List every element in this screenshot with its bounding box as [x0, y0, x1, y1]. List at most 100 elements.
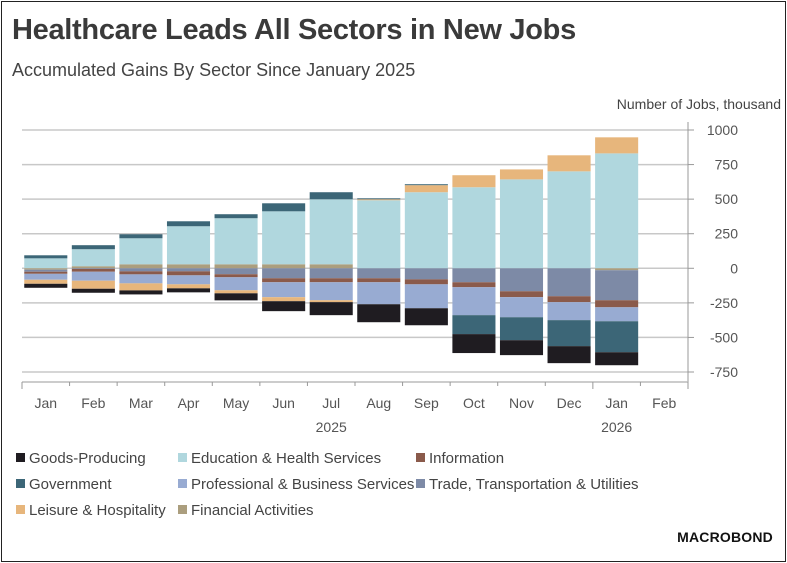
bar-segment — [214, 293, 258, 301]
legend-label: Information — [429, 450, 505, 467]
bar-segment — [404, 284, 448, 309]
bar-segment — [595, 321, 639, 353]
bars — [24, 137, 639, 366]
bar-segment — [166, 284, 211, 289]
bar-segment — [595, 300, 639, 308]
x-tick-label: Oct — [463, 395, 485, 411]
legend-item: Information — [416, 450, 504, 467]
bar-segment — [214, 214, 258, 219]
legend-swatch — [178, 505, 187, 514]
bar-segment — [24, 269, 68, 272]
bar-segment — [24, 268, 68, 270]
bar-segment — [24, 273, 68, 280]
bar-segment — [547, 320, 591, 347]
stacked-bar-chart: 1000 750 500 250 0 -250 -500 -750 Jan Feb Mar Apr Ma… — [21, 122, 739, 435]
bar-segment — [71, 266, 115, 269]
legend-swatch — [416, 479, 425, 488]
legend-label: Trade, Transportation & Utilities — [429, 476, 639, 493]
bar-segment — [309, 199, 353, 265]
legend-item: Trade, Transportation & Utilities — [416, 476, 639, 493]
legend-label: Goods-Producing — [29, 450, 146, 467]
bar-segment — [547, 296, 591, 303]
bar-segment — [262, 297, 306, 302]
bar-segment — [452, 282, 496, 288]
bar-segment — [452, 334, 496, 354]
bar-segment — [309, 278, 353, 283]
bar-segment — [595, 268, 639, 271]
bar-segment — [119, 268, 163, 272]
bar-segment — [499, 179, 544, 269]
bar-segment — [452, 175, 496, 188]
x-tick-label: Sep — [414, 395, 439, 411]
bar-segment — [71, 271, 115, 281]
bar-segment — [262, 301, 306, 312]
legend-label: Financial Activities — [191, 502, 314, 519]
bar-segment — [404, 192, 448, 269]
bar-segment — [24, 271, 68, 274]
bar-segment — [499, 340, 544, 356]
y-tick-label: 750 — [715, 157, 739, 173]
legend-item: Leisure & Hospitality — [16, 502, 166, 519]
bar-segment — [357, 304, 401, 323]
bar-segment — [595, 307, 639, 322]
bar-segment — [214, 264, 258, 269]
bar-segment — [404, 268, 448, 280]
legend-label: Education & Health Services — [191, 450, 382, 467]
bar-segment — [309, 282, 353, 301]
bar-segment — [499, 268, 544, 292]
bar-segment — [119, 238, 163, 265]
bar-segment — [499, 169, 544, 180]
y-tick-label: -500 — [710, 329, 738, 345]
bar-segment — [309, 300, 353, 303]
bar-segment — [166, 221, 211, 227]
bar-segment — [357, 200, 401, 269]
legend-label: Government — [29, 476, 112, 493]
bar-segment — [166, 226, 211, 265]
bar-segment — [452, 268, 496, 283]
bar-segment — [547, 171, 591, 269]
bar-segment — [404, 185, 448, 193]
bar-segment — [214, 218, 258, 265]
bar-segment — [71, 280, 115, 289]
bar-segment — [452, 187, 496, 269]
bar-segment — [262, 268, 306, 279]
y-tick-label: 1000 — [707, 122, 738, 138]
x-tick-label: Feb — [81, 395, 105, 411]
bar-segment — [214, 274, 258, 278]
legend-swatch — [178, 479, 187, 488]
bar-segment — [547, 268, 591, 297]
y-tick-label: -750 — [710, 364, 738, 380]
bar-segment — [357, 199, 401, 201]
legend-label: Leisure & Hospitality — [29, 502, 166, 519]
bar-segment — [24, 255, 68, 259]
bar-segment — [309, 192, 353, 200]
x-tick-label: Jun — [272, 395, 295, 411]
bar-segment — [499, 291, 544, 298]
bar-segment — [119, 274, 163, 284]
bar-segment — [262, 278, 306, 283]
bar-segment — [547, 302, 591, 321]
bar-segment — [547, 155, 591, 172]
legend-item: Government — [16, 476, 112, 493]
x-tick-label: Aug — [366, 395, 391, 411]
bar-segment — [166, 275, 211, 285]
bar-segment — [595, 270, 639, 301]
bar-segment — [166, 268, 211, 272]
bar-segment — [452, 315, 496, 335]
legend-swatch — [178, 453, 187, 462]
bar-segment — [119, 290, 163, 295]
bar-segment — [595, 352, 639, 366]
bar-segment — [71, 245, 115, 250]
bar-segment — [24, 258, 68, 269]
legend-swatch — [16, 479, 25, 488]
legend-item: Financial Activities — [178, 502, 314, 519]
bar-segment — [24, 283, 68, 288]
bar-segment — [357, 268, 401, 279]
bar-segment — [595, 137, 639, 154]
bar-segment — [214, 277, 258, 291]
x-year-label: 2026 — [601, 419, 632, 435]
y-tick-label: -250 — [710, 295, 738, 311]
bar-segment — [119, 271, 163, 275]
legend-item: Education & Health Services — [178, 450, 381, 467]
